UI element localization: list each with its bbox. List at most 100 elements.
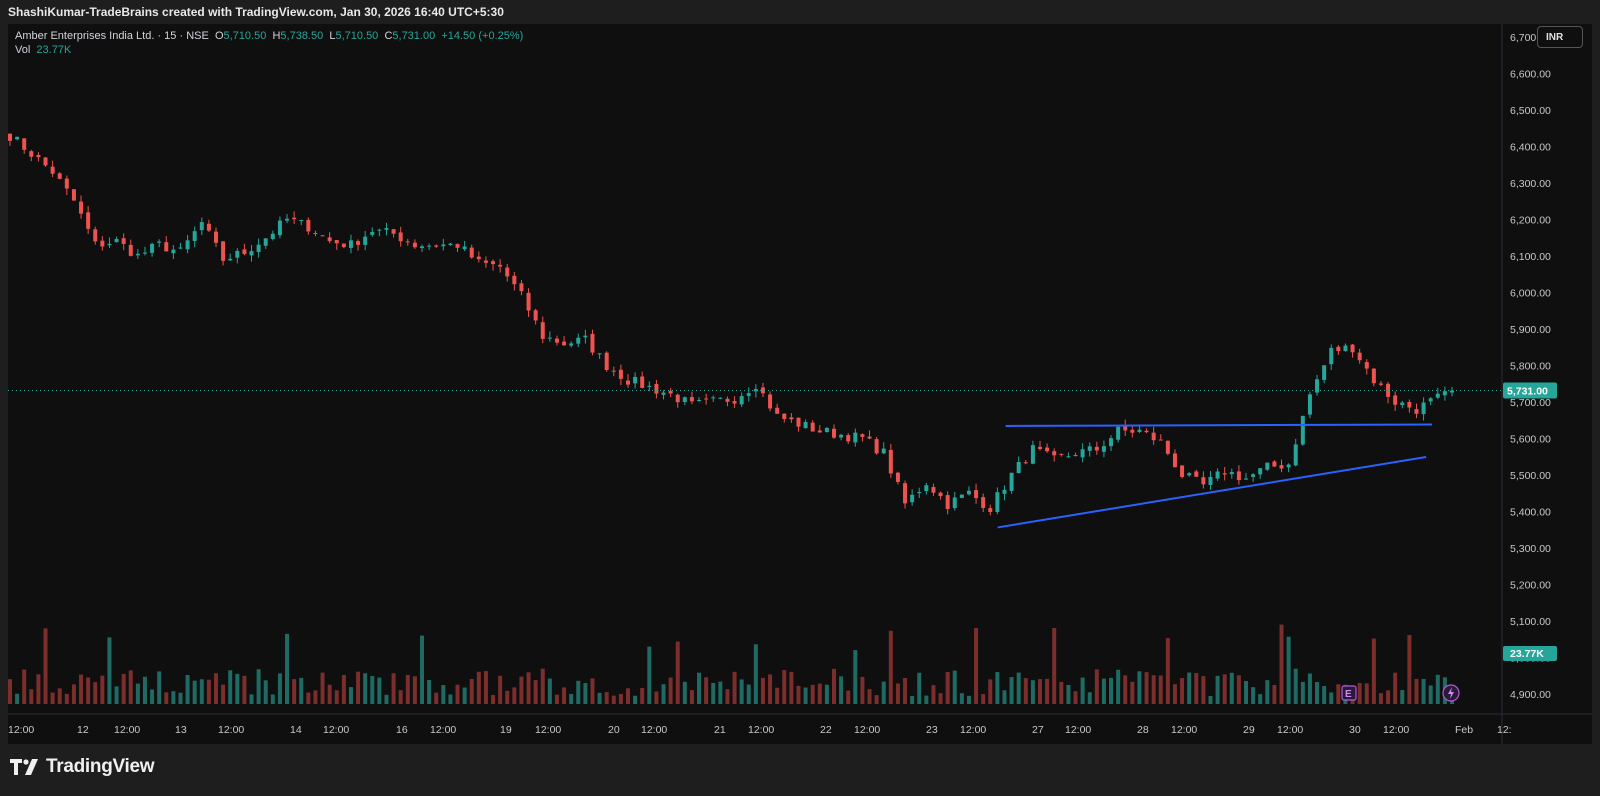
candle-body <box>697 400 702 402</box>
volume-bar <box>1080 677 1085 704</box>
volume-bar <box>150 689 155 704</box>
volume-bar <box>1023 678 1028 704</box>
candle-body <box>292 217 297 220</box>
time-axis[interactable]: 12:00 12 12:00 13 12:00 14 12:00 16 12:00 19 12:00… <box>8 713 1592 736</box>
candle-body <box>491 261 496 265</box>
price-axis[interactable]: 6,700.006,600.006,500.006,400.006,300.00… <box>8 24 1557 744</box>
candle-body <box>398 232 403 242</box>
volume-bar <box>142 676 147 704</box>
time-tick-label: 30 <box>1349 724 1361 736</box>
currency-button[interactable]: INR <box>1537 26 1583 48</box>
volume-bar <box>611 695 616 704</box>
volume-bar <box>199 679 204 704</box>
candle-body <box>611 370 616 372</box>
volume-bar <box>128 670 133 704</box>
candle-body <box>1094 446 1099 451</box>
volume-bar <box>242 675 247 704</box>
price-tick-label: 4,900.00 <box>1510 689 1551 701</box>
volume-bar <box>562 687 567 704</box>
candle-body <box>533 310 538 321</box>
candle-body <box>1364 362 1369 369</box>
volume-bar <box>363 673 368 704</box>
earnings-marker-icon[interactable]: E <box>1341 685 1357 701</box>
candle-body <box>128 244 133 256</box>
volume-bar <box>1428 685 1433 704</box>
time-tick-label: Feb <box>1455 724 1473 736</box>
volume-bar <box>661 684 666 704</box>
candle-body <box>348 240 353 248</box>
volume-bar <box>768 674 773 704</box>
symbol-name[interactable]: Amber Enterprises India Ltd. · 15 · NSE <box>15 30 209 42</box>
volume-bar <box>299 677 304 704</box>
candle-body <box>71 189 76 201</box>
candle-body <box>206 223 211 231</box>
candle-body <box>995 492 1000 512</box>
volume-bar <box>590 678 595 704</box>
volume-bar <box>519 676 524 704</box>
volume-bar <box>1329 692 1334 704</box>
candle-body <box>455 244 460 248</box>
time-tick-label: 16 <box>396 724 408 736</box>
volume-bar <box>448 694 453 704</box>
candle-body <box>228 258 233 261</box>
candle-body <box>178 247 183 249</box>
candle-body <box>1414 409 1419 414</box>
trendlines[interactable]: E <box>997 423 1460 702</box>
volume-bar <box>569 693 574 704</box>
time-tick-label: 27 <box>1032 724 1044 736</box>
candle-body <box>931 487 936 493</box>
volume-bar <box>554 694 559 704</box>
candlesticks <box>8 133 1454 516</box>
candle-body <box>1144 430 1149 433</box>
candle-body <box>732 401 737 404</box>
volume-bar <box>107 637 112 704</box>
volume-bar <box>1364 683 1369 704</box>
candle-body <box>569 343 574 346</box>
volume-bar <box>1144 672 1149 704</box>
candle-body <box>1407 402 1412 408</box>
candle-body <box>604 352 609 370</box>
volume-bar <box>483 671 488 704</box>
brand-name: TradingView <box>46 756 155 777</box>
candle-body <box>668 390 673 394</box>
candle-body <box>945 495 950 509</box>
time-tick-label: 12:00 <box>8 724 34 736</box>
volume-bar <box>1158 675 1163 704</box>
volume-bar <box>157 671 162 704</box>
price-tick-label: 5,200.00 <box>1510 579 1551 591</box>
dividend-lightning-icon[interactable] <box>1442 684 1460 702</box>
volume-bar <box>1038 679 1042 704</box>
candle-body <box>867 436 872 439</box>
candle-body <box>363 236 368 245</box>
price-chart[interactable]: E 6,700.006,600.006,500.006,400.006,300.… <box>8 24 1592 744</box>
time-tick-label: 12 <box>77 724 89 736</box>
time-tick-label: 12:00 <box>1065 724 1091 736</box>
volume-bar <box>306 692 311 704</box>
volume-bar <box>469 678 474 704</box>
candle-body <box>1208 476 1213 485</box>
candle-body <box>988 508 993 512</box>
candle-body <box>1130 429 1135 433</box>
candle-body <box>1244 478 1248 480</box>
tradingview-brand[interactable]: TradingView <box>10 756 155 778</box>
volume-bar <box>1258 694 1263 704</box>
time-tick-label: 20 <box>608 724 620 736</box>
time-tick-label: 12:00 <box>1277 724 1303 736</box>
candle-body <box>1258 468 1263 475</box>
volume-bar <box>228 670 233 704</box>
chart-frame: E 6,700.00 6,600.00 6,500.00 6,400.00 6,300.… <box>8 24 1592 744</box>
volume-bar <box>583 683 588 704</box>
volume-bar <box>427 679 432 704</box>
candle-body <box>917 492 922 494</box>
candle-body <box>1073 455 1078 457</box>
resistance-line[interactable] <box>1005 423 1433 427</box>
support-trendline[interactable] <box>997 455 1427 529</box>
volume-bar <box>249 694 254 704</box>
volume-bar <box>1222 674 1227 704</box>
candle-body <box>1371 368 1376 384</box>
candle-body <box>277 220 282 236</box>
volume-bar <box>164 692 169 704</box>
volume-bar <box>1201 676 1206 704</box>
candle-body <box>1293 444 1298 466</box>
candle-body <box>242 249 247 255</box>
